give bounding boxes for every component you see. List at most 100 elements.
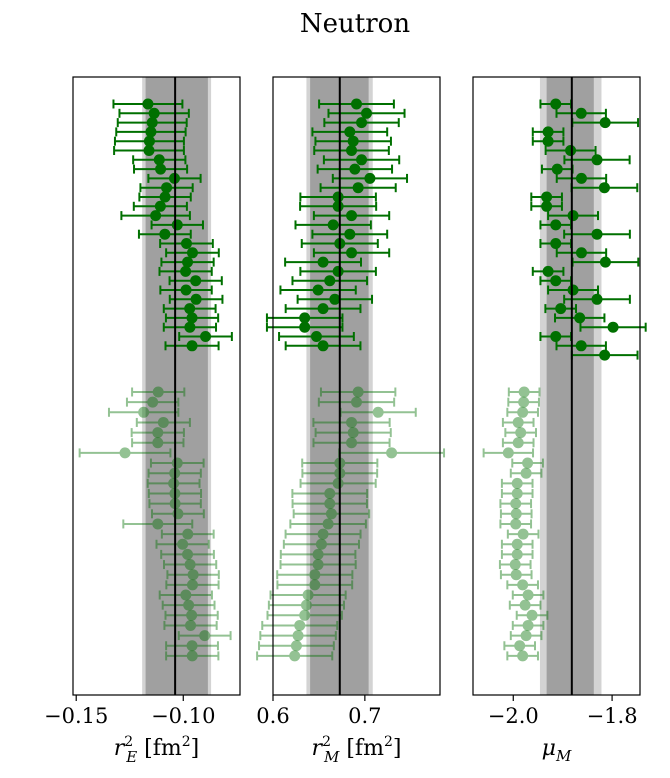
point-marker bbox=[180, 238, 192, 249]
data-point-faint bbox=[319, 386, 397, 398]
data-point-faint bbox=[177, 630, 232, 642]
axes-frame bbox=[72, 76, 241, 696]
point-marker bbox=[152, 437, 164, 449]
point-marker bbox=[184, 303, 196, 315]
chart-title: Neutron bbox=[300, 9, 410, 39]
data-point-faint bbox=[135, 416, 191, 428]
point-marker bbox=[565, 145, 577, 156]
data-point-faint bbox=[161, 599, 216, 611]
x-tick-label: −0.10 bbox=[151, 704, 215, 728]
point-marker bbox=[541, 191, 553, 203]
data-point-faint bbox=[515, 609, 549, 621]
point-marker bbox=[312, 548, 324, 560]
point-marker bbox=[143, 145, 155, 156]
point-marker bbox=[519, 599, 531, 611]
point-marker bbox=[522, 457, 534, 469]
data-point-strong bbox=[162, 321, 218, 333]
point-marker bbox=[182, 548, 194, 560]
point-marker bbox=[172, 508, 184, 520]
point-marker bbox=[517, 528, 529, 540]
point-marker bbox=[346, 247, 358, 259]
point-marker bbox=[512, 416, 524, 428]
point-marker bbox=[177, 538, 189, 550]
point-marker bbox=[364, 172, 376, 184]
point-marker bbox=[517, 406, 529, 418]
x-tick-label: −1.8 bbox=[587, 704, 638, 728]
data-point-faint bbox=[284, 528, 362, 540]
point-marker bbox=[186, 640, 198, 652]
point-marker bbox=[180, 589, 192, 601]
data-point-faint bbox=[506, 579, 539, 591]
point-marker bbox=[352, 182, 364, 194]
point-marker bbox=[550, 275, 562, 287]
point-marker bbox=[356, 117, 368, 129]
point-marker bbox=[550, 98, 562, 110]
data-point-faint bbox=[299, 477, 377, 489]
point-marker bbox=[152, 518, 164, 530]
data-point-strong bbox=[139, 182, 194, 194]
data-point-strong bbox=[278, 331, 355, 342]
point-marker bbox=[511, 488, 523, 499]
point-marker bbox=[184, 559, 196, 571]
data-point-strong bbox=[331, 172, 409, 184]
point-marker bbox=[349, 163, 361, 175]
point-marker bbox=[183, 599, 195, 611]
point-marker bbox=[171, 219, 183, 231]
data-point-faint bbox=[506, 650, 539, 662]
data-point-faint bbox=[482, 447, 535, 459]
data-point-strong bbox=[316, 163, 394, 175]
data-point-strong bbox=[547, 284, 600, 296]
data-point-strong bbox=[554, 312, 606, 324]
point-marker bbox=[550, 331, 562, 342]
data-point-faint bbox=[317, 396, 396, 408]
point-marker bbox=[346, 210, 358, 222]
point-marker bbox=[332, 200, 344, 212]
point-marker bbox=[332, 265, 344, 277]
point-marker bbox=[300, 599, 312, 611]
point-marker bbox=[299, 609, 311, 621]
data-point-faint bbox=[511, 589, 545, 601]
point-marker bbox=[317, 528, 329, 540]
data-point-strong bbox=[137, 228, 192, 240]
point-marker bbox=[171, 457, 183, 469]
point-marker bbox=[161, 182, 173, 194]
data-point-faint bbox=[256, 650, 334, 662]
data-point-strong bbox=[158, 265, 213, 277]
point-marker bbox=[511, 477, 523, 489]
data-point-faint bbox=[499, 508, 533, 520]
data-point-faint bbox=[163, 619, 218, 631]
data-point-faint bbox=[499, 498, 533, 510]
point-marker bbox=[522, 589, 534, 601]
point-marker bbox=[599, 349, 611, 361]
point-marker bbox=[356, 154, 368, 166]
point-marker bbox=[542, 135, 554, 147]
data-point-strong bbox=[555, 172, 608, 184]
point-marker bbox=[147, 396, 159, 408]
data-point-strong bbox=[120, 210, 191, 222]
data-point-strong bbox=[319, 182, 397, 194]
point-marker bbox=[567, 284, 579, 296]
point-marker bbox=[509, 559, 521, 571]
point-marker bbox=[520, 467, 532, 479]
data-point-strong bbox=[168, 275, 223, 287]
x-axis-label: μM bbox=[542, 736, 572, 765]
x-axis-label: r2 E [fm2] bbox=[114, 734, 200, 766]
point-marker bbox=[119, 447, 131, 459]
data-point-strong bbox=[294, 219, 372, 231]
data-point-faint bbox=[279, 559, 357, 571]
point-marker bbox=[153, 154, 165, 166]
data-point-faint bbox=[107, 406, 180, 418]
data-point-faint bbox=[499, 518, 533, 530]
point-marker bbox=[327, 219, 339, 231]
point-marker bbox=[289, 650, 301, 662]
point-marker bbox=[142, 98, 154, 110]
data-point-strong bbox=[265, 321, 344, 333]
point-marker bbox=[346, 416, 358, 428]
point-marker bbox=[185, 619, 197, 631]
data-point-strong bbox=[311, 228, 389, 240]
point-marker bbox=[309, 579, 321, 591]
data-point-faint bbox=[501, 416, 535, 428]
point-marker bbox=[344, 126, 356, 138]
data-point-strong bbox=[311, 126, 389, 138]
point-marker bbox=[190, 275, 202, 287]
